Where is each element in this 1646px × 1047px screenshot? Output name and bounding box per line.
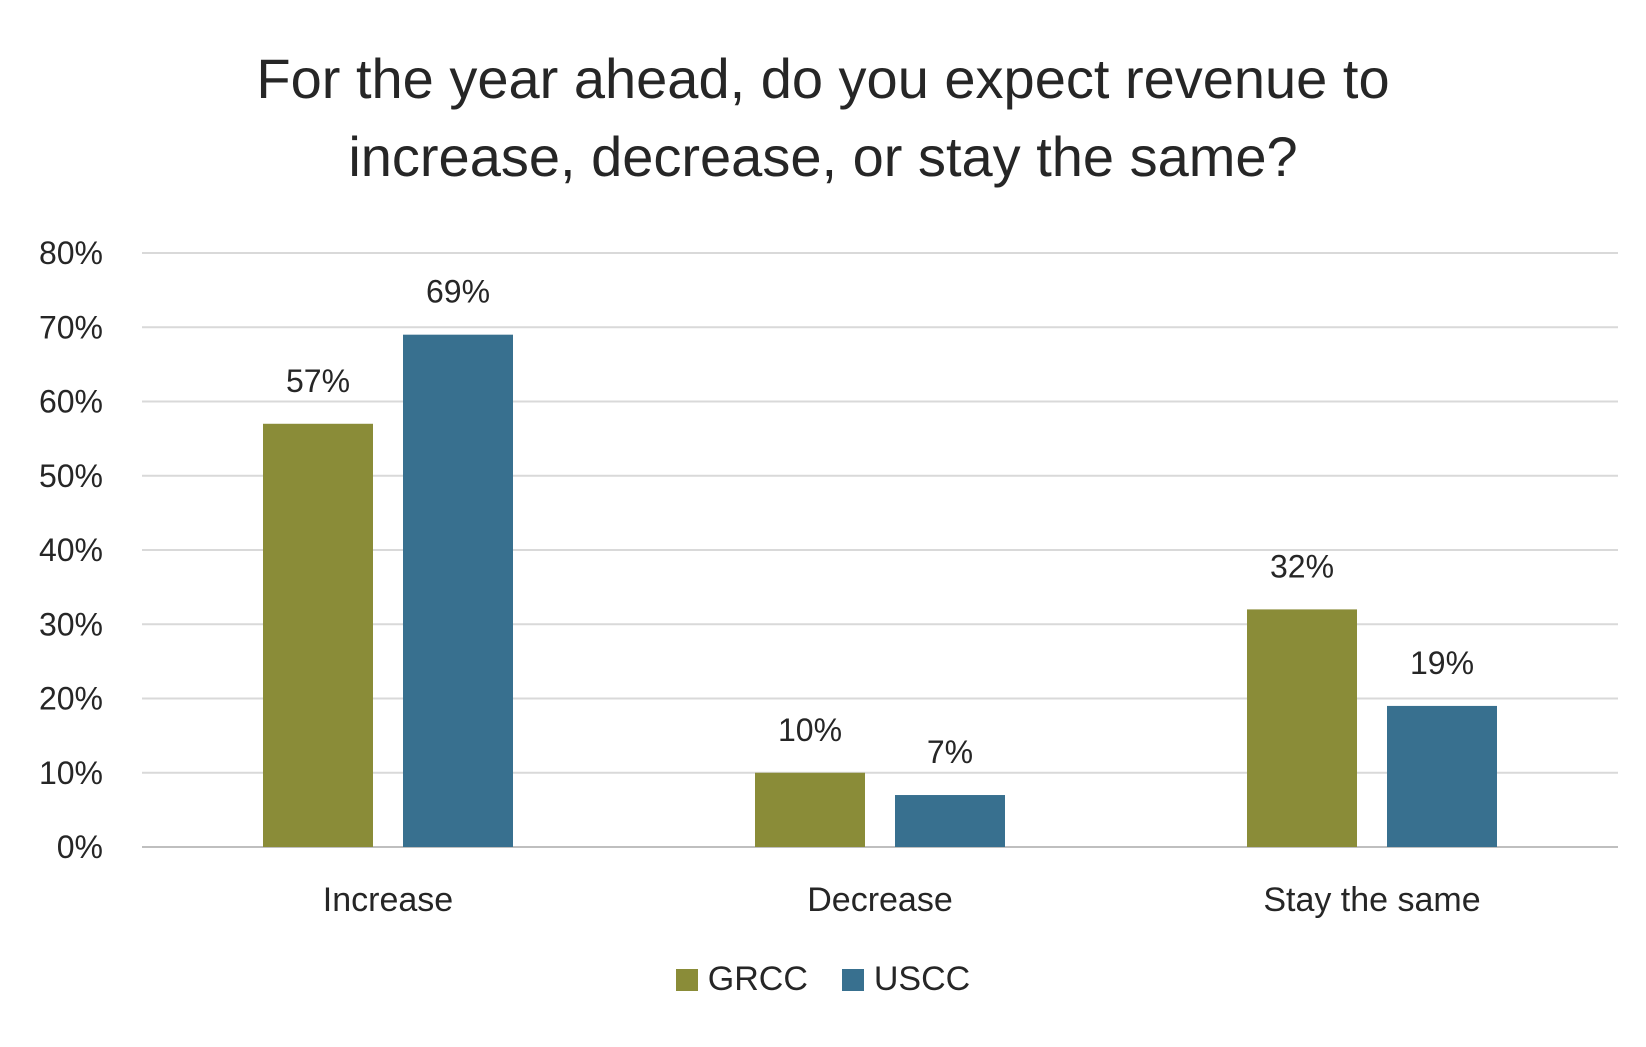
bar-grcc-decrease xyxy=(755,772,865,847)
data-label: 19% xyxy=(1410,645,1474,681)
data-label: 69% xyxy=(426,274,490,310)
x-category-label: Decrease xyxy=(807,881,953,919)
legend-label-grcc: GRCC xyxy=(707,960,808,998)
y-tick-label: 0% xyxy=(57,829,103,865)
y-tick-label: 40% xyxy=(39,532,103,568)
chart-title: For the year ahead, do you expect revenu… xyxy=(256,47,1390,188)
y-tick-label: 80% xyxy=(39,235,103,271)
bar-uscc-stay-the-same xyxy=(1387,705,1497,847)
data-label: 57% xyxy=(286,363,350,399)
legend-swatch-uscc xyxy=(841,968,864,991)
legend-item-grcc: GRCC xyxy=(675,960,808,999)
x-category-label: Increase xyxy=(323,881,453,919)
y-tick-label: 10% xyxy=(39,755,103,791)
legend-label-uscc: USCC xyxy=(873,960,971,998)
chart-legend: GRCC USCC xyxy=(0,960,1646,999)
data-label: 32% xyxy=(1270,548,1334,584)
y-tick-label: 30% xyxy=(39,606,103,642)
legend-swatch-grcc xyxy=(675,968,698,991)
bar-grcc-stay-the-same xyxy=(1247,609,1357,847)
x-category-label: Stay the same xyxy=(1263,881,1480,919)
y-tick-label: 50% xyxy=(39,458,103,494)
data-label: 10% xyxy=(778,712,842,748)
bar-uscc-increase xyxy=(403,334,513,847)
legend-item-uscc: USCC xyxy=(841,960,971,999)
bar-uscc-decrease xyxy=(895,795,1005,847)
y-tick-label: 60% xyxy=(39,384,103,420)
y-tick-label: 20% xyxy=(39,681,103,717)
y-tick-label: 70% xyxy=(39,309,103,345)
data-label: 7% xyxy=(927,734,973,770)
bar-grcc-increase xyxy=(263,423,373,847)
